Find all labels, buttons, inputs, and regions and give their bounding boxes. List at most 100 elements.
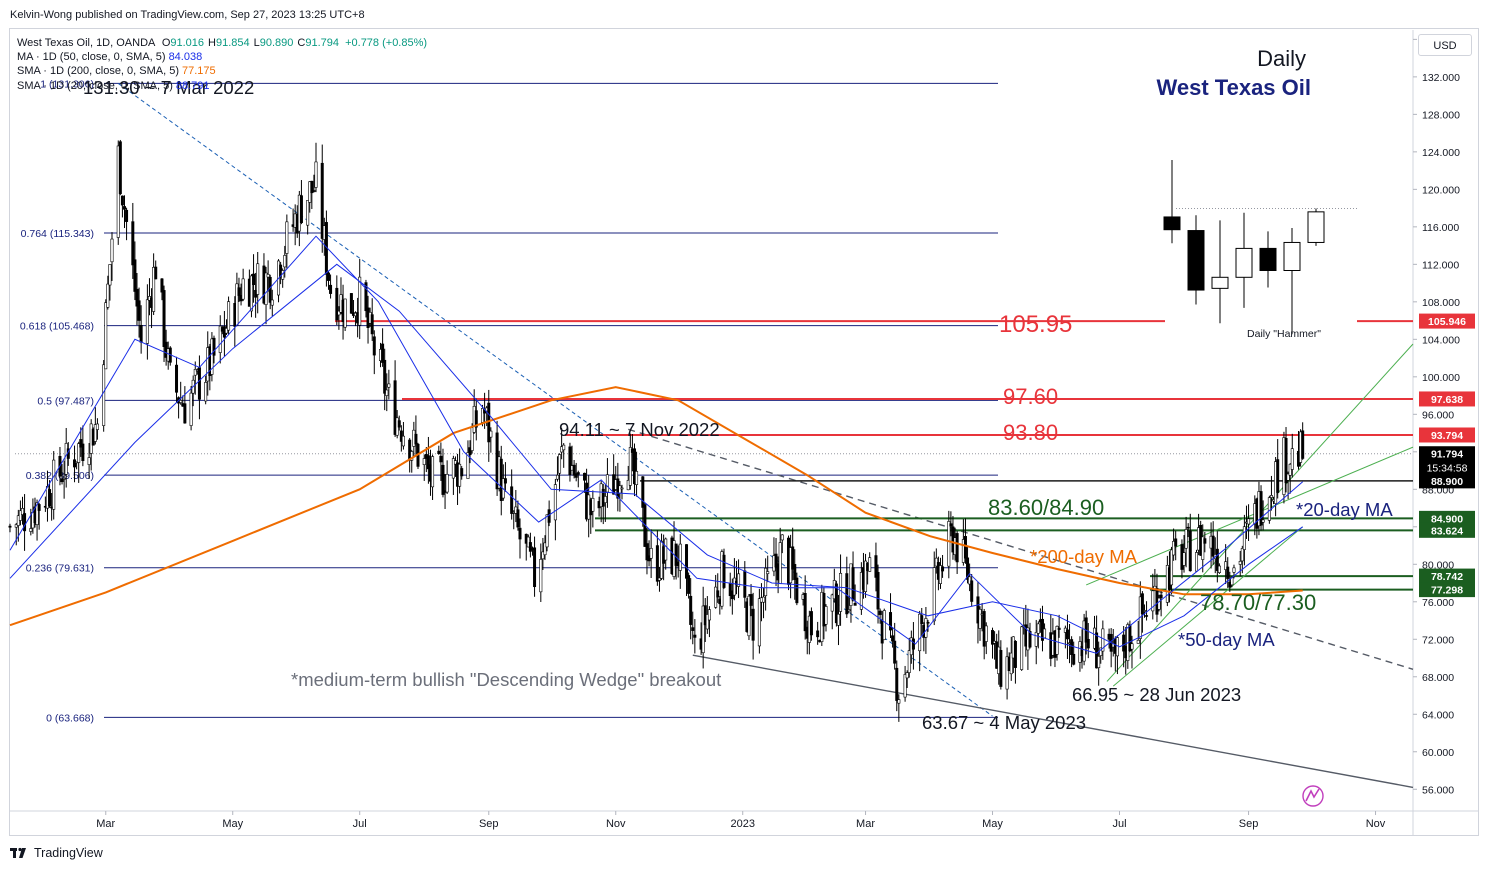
candle-body	[924, 618, 928, 638]
candle-body	[329, 284, 333, 294]
fib-level-label: 1 (131.306)	[40, 78, 94, 90]
publisher-line: Kelvin-Wong published on TradingView.com…	[10, 9, 365, 21]
y-tick-label: 56.000	[1422, 784, 1454, 796]
candle-body	[193, 369, 197, 376]
candle-body	[299, 195, 303, 224]
candle-body	[891, 635, 895, 642]
symbol-line: West Texas Oil, 1D, OANDA O91.016 H91.854…	[17, 36, 427, 50]
currency-button[interactable]: USD	[1418, 34, 1472, 56]
candle-body	[1070, 639, 1074, 655]
y-tick-label: 80.000	[1422, 559, 1454, 571]
chart-title: Daily	[1257, 46, 1306, 71]
chart-subtitle: West Texas Oil	[1157, 75, 1311, 100]
candle-body	[162, 290, 166, 347]
candle-body	[574, 473, 578, 478]
fib-level-label: 0.5 (97.487)	[37, 395, 94, 407]
y-tick-label: 128.000	[1422, 109, 1460, 121]
tradingview-watermark-icon	[1302, 785, 1324, 807]
candle-body	[183, 403, 187, 424]
indicator-line[interactable]: SMA · 1D (200, close, 0, SMA, 5) 77.175	[17, 65, 216, 78]
candle-body	[628, 447, 632, 486]
candle-body	[655, 545, 659, 582]
candle-body	[104, 302, 108, 370]
candle-body	[749, 594, 753, 606]
candle-body	[984, 625, 988, 642]
candle-body	[693, 634, 697, 638]
inset-candle-body	[1187, 230, 1205, 291]
y-tick-label: 60.000	[1422, 747, 1454, 759]
candle-body	[310, 180, 314, 194]
candle-body	[847, 609, 851, 612]
indicator-line[interactable]: MA · 1D (50, close, 0, SMA, 5) 84.038	[17, 51, 203, 64]
candle-body	[701, 605, 705, 654]
y-tick-label: 64.000	[1422, 709, 1454, 721]
indicator-lines: MA · 1D (50, close, 0, SMA, 5) 84.038 SMA …	[17, 50, 427, 93]
footer-brand[interactable]: TradingView	[10, 846, 103, 860]
candle-body	[268, 276, 272, 303]
support-zone-2-label: 78.70/77.30	[1200, 590, 1316, 615]
candle-body	[137, 300, 141, 321]
candle-body	[1226, 566, 1230, 579]
candle-body	[120, 195, 124, 206]
candle-body	[926, 621, 930, 624]
y-tick-label: 124.000	[1422, 147, 1460, 159]
candle-body	[539, 558, 543, 593]
price-label-box	[1419, 510, 1475, 526]
inset-candle-body	[1163, 216, 1181, 231]
candle-body	[227, 301, 231, 331]
may-low-annotation: 63.67 ~ 4 May 2023	[922, 712, 1086, 733]
price-label-box	[1419, 522, 1475, 538]
candle-body	[572, 464, 576, 476]
price-label-text: 84.900	[1431, 513, 1463, 525]
candle-body	[437, 450, 441, 454]
y-tick-label: 108.000	[1422, 297, 1460, 309]
candle-body	[81, 443, 85, 462]
candle-body	[20, 508, 24, 515]
candle-body	[210, 338, 214, 375]
candle-body	[678, 543, 682, 571]
candle-body	[545, 514, 549, 548]
indicator-line[interactable]: SMA · 1D (20, close, 0, SMA, 5) 88.791	[17, 79, 210, 92]
candle-body	[774, 553, 778, 568]
candle-body	[1013, 640, 1017, 668]
candle-body	[859, 572, 863, 610]
candle-body	[1201, 536, 1205, 560]
watermark-glyph	[1305, 788, 1320, 802]
candle-body	[14, 524, 18, 528]
ohlc-o: O91.016	[161, 37, 205, 49]
candle-body	[893, 640, 897, 664]
candle-body	[401, 435, 405, 447]
price-label-text: 97.638	[1431, 394, 1463, 406]
candle-body	[35, 502, 39, 525]
nov-high-annotation: 94.11 ~ 7 Nov 2022	[559, 419, 720, 440]
candle-body	[949, 523, 953, 527]
candle-body	[605, 474, 609, 493]
candle-body	[757, 598, 761, 647]
symbol-name[interactable]: West Texas Oil, 1D, OANDA	[17, 37, 155, 49]
candle-body	[803, 593, 807, 632]
candle-body	[1099, 647, 1103, 656]
ma50-line	[9, 263, 1303, 648]
candle-body	[422, 458, 426, 465]
candle-body	[793, 564, 797, 580]
candle-body	[541, 551, 545, 560]
candle-body	[410, 451, 414, 461]
candle-body	[918, 613, 922, 652]
candle-body	[558, 454, 562, 474]
candle-body	[897, 699, 901, 704]
candle-body	[264, 272, 268, 305]
y-tick-label: 112.000	[1422, 259, 1459, 271]
candle-body	[1097, 656, 1101, 668]
candle-body	[895, 667, 899, 701]
candle-body	[1224, 561, 1228, 570]
candle-body	[991, 630, 995, 645]
candle-body	[441, 464, 445, 495]
candle-body	[1036, 623, 1040, 634]
candle-body	[664, 538, 668, 561]
candle-body	[568, 446, 572, 476]
ohlc-values: O91.016 H91.854 L90.890 C91.794	[158, 37, 339, 49]
candle-body	[122, 206, 126, 210]
candle-body	[920, 615, 924, 624]
candle-body	[18, 510, 22, 521]
